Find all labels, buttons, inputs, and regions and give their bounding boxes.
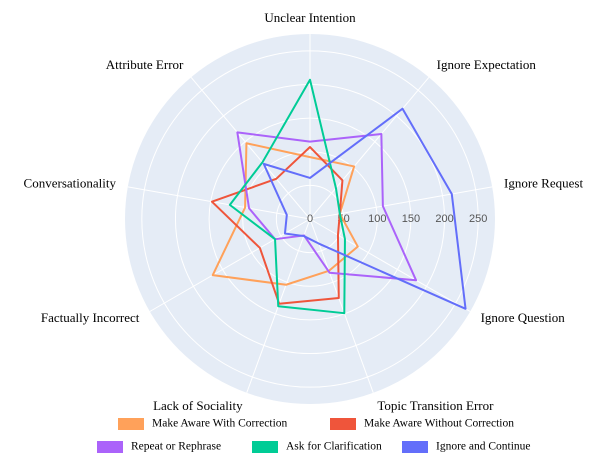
r-tick-label: 100 (368, 213, 386, 225)
series-line (228, 78, 346, 315)
legend-label: Ask for Clarification (286, 441, 382, 453)
legend-swatch (402, 441, 428, 453)
category-label: Topic Transition Error (377, 398, 494, 413)
legend-label: Repeat or Rephrase (131, 441, 221, 453)
category-label: Lack of Sociality (153, 398, 243, 413)
category-label: Ignore Request (504, 175, 583, 190)
spoke (309, 218, 471, 312)
spoke (309, 76, 430, 220)
category-label: Unclear Intention (264, 10, 356, 25)
category-label: Ignore Expectation (437, 57, 537, 72)
spoke (190, 76, 311, 220)
series-line (262, 107, 467, 310)
series-line (211, 142, 359, 286)
spoke (127, 186, 311, 220)
spoke (309, 218, 374, 394)
series-line (236, 131, 418, 282)
legend-label: Make Aware Without Correction (364, 418, 514, 430)
legend-swatch (97, 441, 123, 453)
r-tick-label: 0 (307, 213, 313, 225)
series-line (210, 146, 344, 305)
category-label: Conversationality (24, 175, 117, 190)
spoke (149, 218, 311, 312)
r-tick-label: 250 (469, 213, 487, 225)
category-label: Factually Incorrect (41, 310, 140, 325)
legend-label: Ignore and Continue (436, 441, 531, 453)
legend-swatch (330, 418, 356, 430)
legend-swatch (118, 418, 144, 430)
r-tick-label: 200 (435, 213, 453, 225)
legend-label: Make Aware With Correction (152, 418, 288, 430)
category-label: Attribute Error (106, 57, 184, 72)
r-tick-label: 150 (402, 213, 420, 225)
category-label: Ignore Question (481, 310, 566, 325)
legend-swatch (252, 441, 278, 453)
